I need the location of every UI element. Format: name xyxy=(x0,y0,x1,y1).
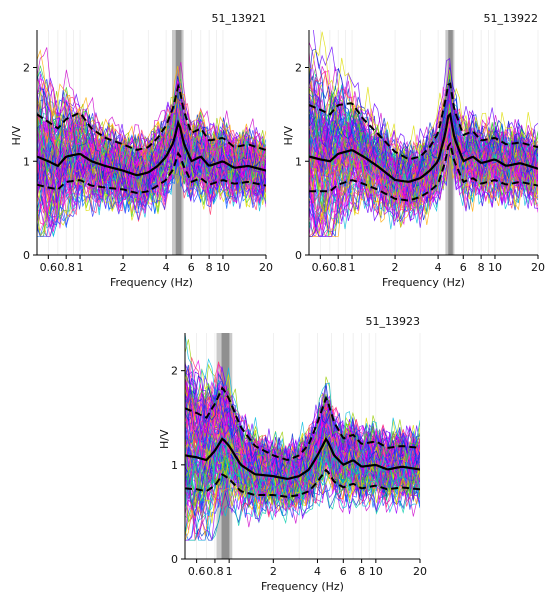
window-curve xyxy=(185,467,420,541)
window-curve xyxy=(185,382,420,479)
x-tick-label: 6 xyxy=(460,261,467,274)
window-curve xyxy=(37,90,266,190)
x-axis-label: Frequency (Hz) xyxy=(382,276,465,289)
x-tick-label: 8 xyxy=(478,261,485,274)
x-tick-label: 20 xyxy=(531,261,545,274)
window-curve xyxy=(309,122,538,211)
y-tick-label: 1 xyxy=(295,155,302,168)
x-tick-label: 0.6 xyxy=(40,261,58,274)
y-tick-label: 1 xyxy=(23,155,30,168)
y-tick-label: 0 xyxy=(171,553,178,566)
x-tick-label: 8 xyxy=(358,565,365,578)
y-axis-label: H/V xyxy=(282,126,295,146)
window-curve xyxy=(309,105,538,208)
window-curve xyxy=(185,439,420,522)
window-curves xyxy=(309,30,538,238)
x-tick-label: 2 xyxy=(120,261,127,274)
window-curve xyxy=(185,389,420,489)
x-tick-label: 2 xyxy=(392,261,399,274)
window-curve xyxy=(185,441,420,506)
window-curve xyxy=(309,146,538,237)
x-tick-label: 0.8 xyxy=(206,565,224,578)
x-axis-label: Frequency (Hz) xyxy=(110,276,193,289)
x-tick-label: 0.6 xyxy=(312,261,330,274)
window-curve xyxy=(185,444,420,501)
mean-curve xyxy=(37,119,266,177)
window-curve xyxy=(309,103,538,213)
window-curve xyxy=(37,129,266,194)
x-axis-label: Frequency (Hz) xyxy=(261,580,344,593)
y-tick-label: 2 xyxy=(23,62,30,75)
x-tick-label: 4 xyxy=(163,261,170,274)
x-tick-label: 1 xyxy=(77,261,84,274)
window-curve xyxy=(309,121,538,198)
mean-plus-std-curve xyxy=(309,82,538,161)
x-tick-label: 20 xyxy=(259,261,273,274)
x-tick-label: 10 xyxy=(216,261,230,274)
window-curve xyxy=(185,372,420,484)
x-tick-label: 20 xyxy=(413,565,427,578)
window-curve xyxy=(185,371,420,470)
y-tick-label: 2 xyxy=(295,62,302,75)
mean-curve xyxy=(185,437,420,480)
x-tick-label: 10 xyxy=(369,565,383,578)
x-tick-label: 0.8 xyxy=(329,261,347,274)
mean-plus-std-curve xyxy=(37,82,266,151)
window-curve xyxy=(37,158,266,237)
window-curve xyxy=(185,475,420,542)
window-curve xyxy=(309,99,538,194)
x-tick-label: 4 xyxy=(314,565,321,578)
y-tick-label: 0 xyxy=(295,249,302,262)
window-curves xyxy=(37,47,266,238)
x-tick-label: 4 xyxy=(435,261,442,274)
mean-curve xyxy=(309,112,538,183)
x-tick-label: 0.8 xyxy=(57,261,75,274)
window-curves xyxy=(185,333,420,542)
y-axis-label: H/V xyxy=(10,126,23,146)
x-tick-label: 10 xyxy=(488,261,502,274)
panel-title: 51_13921 xyxy=(212,12,267,25)
x-tick-label: 1 xyxy=(349,261,356,274)
mean-minus-std-curve xyxy=(309,141,538,202)
x-tick-label: 2 xyxy=(270,565,277,578)
y-tick-label: 1 xyxy=(171,459,178,472)
y-tick-label: 2 xyxy=(171,365,178,378)
x-tick-label: 1 xyxy=(226,565,233,578)
mean-minus-std-curve xyxy=(185,468,420,498)
mean-plus-std-curve xyxy=(185,386,420,461)
x-tick-label: 0.6 xyxy=(188,565,206,578)
window-curve xyxy=(37,132,266,210)
panel-title: 51_13922 xyxy=(484,12,539,25)
x-tick-label: 6 xyxy=(340,565,347,578)
panel-title: 51_13923 xyxy=(366,315,421,328)
y-axis-label: H/V xyxy=(158,429,171,449)
y-tick-label: 0 xyxy=(23,249,30,262)
x-tick-label: 8 xyxy=(206,261,213,274)
window-curve xyxy=(37,125,266,203)
x-tick-label: 6 xyxy=(188,261,195,274)
window-curve xyxy=(185,438,420,509)
window-curve xyxy=(37,121,266,197)
